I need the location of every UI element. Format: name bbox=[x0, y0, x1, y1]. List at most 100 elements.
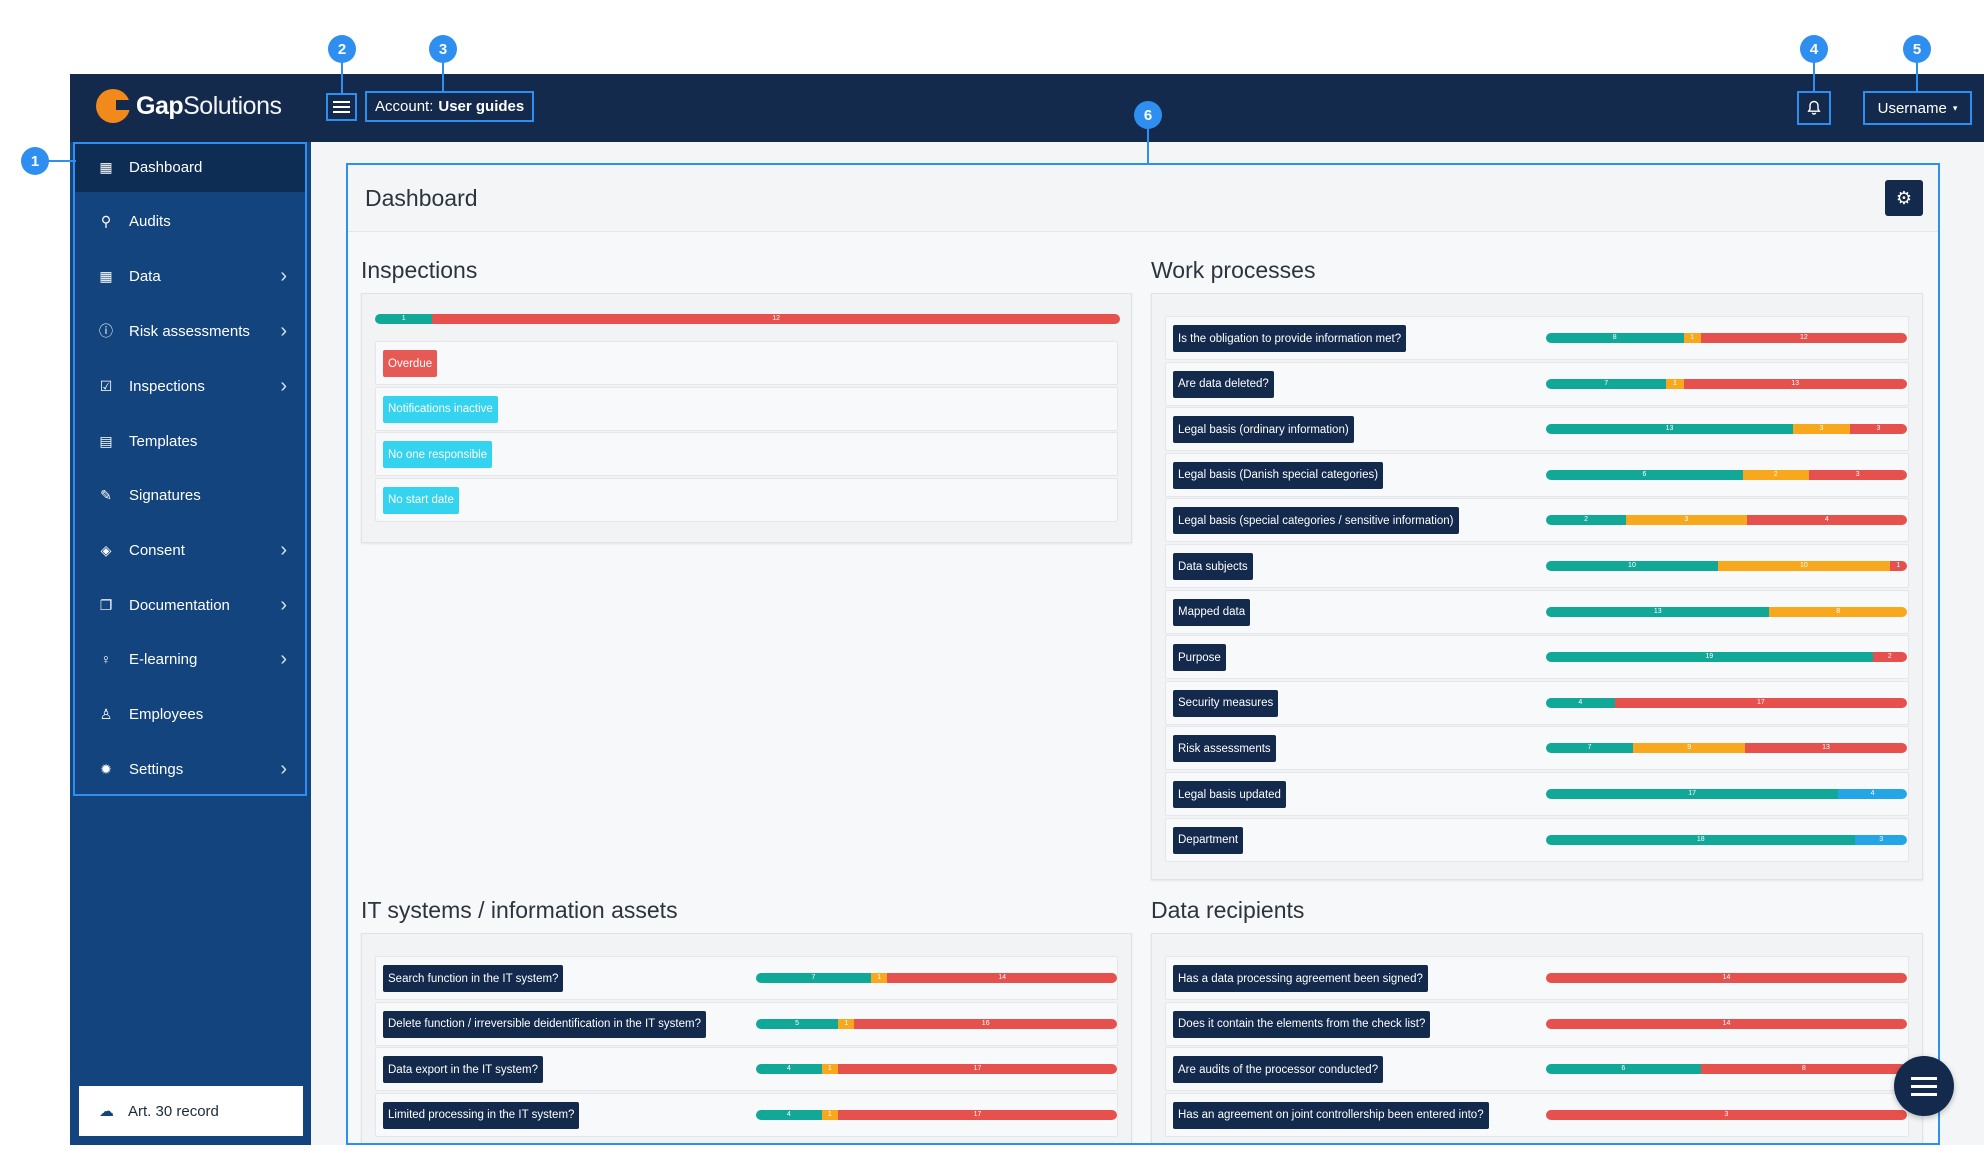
bar-segment[interactable]: 1 bbox=[821, 1109, 839, 1120]
bar-segment[interactable]: 12 bbox=[432, 314, 1120, 324]
status-badge[interactable]: No one responsible bbox=[383, 441, 493, 468]
question-label[interactable]: Department bbox=[1173, 826, 1244, 854]
art30-record-button[interactable]: ☁ Art. 30 record bbox=[79, 1086, 303, 1136]
bar-segment[interactable]: 7 bbox=[756, 973, 871, 983]
bar-segment[interactable]: 1 bbox=[870, 973, 888, 983]
question-label[interactable]: Limited processing in the IT system? bbox=[383, 1101, 580, 1129]
sidebar-item-e-learning[interactable]: ♀ E-learning › bbox=[75, 634, 305, 684]
user-menu[interactable]: Username ▾ bbox=[1863, 91, 1972, 125]
sidebar-item-inspections[interactable]: ☑ Inspections › bbox=[75, 361, 305, 411]
bar-segment[interactable]: 1 bbox=[838, 1018, 855, 1029]
question-label[interactable]: Search function in the IT system? bbox=[383, 965, 564, 992]
bar-segment[interactable]: 1 bbox=[1683, 333, 1701, 343]
sidebar-item-templates[interactable]: ▤ Templates bbox=[75, 416, 305, 466]
question-label[interactable]: Are data deleted? bbox=[1173, 370, 1274, 398]
account-selector[interactable]: Account: User guides bbox=[365, 91, 535, 122]
bar-segment[interactable]: 10 bbox=[1546, 561, 1718, 571]
bar-segment[interactable]: 17 bbox=[838, 1064, 1117, 1075]
bar-segment[interactable]: 12 bbox=[1700, 333, 1907, 343]
bar-segment[interactable]: 4 bbox=[756, 1109, 822, 1120]
callout-5: 5 bbox=[1903, 35, 1931, 63]
bar-segment[interactable]: 2 bbox=[1742, 469, 1809, 480]
bar-segment[interactable]: 17 bbox=[1614, 697, 1907, 708]
status-badge[interactable]: No start date bbox=[383, 486, 459, 514]
stacked-bar: 7 1 14 bbox=[756, 973, 1117, 983]
floating-menu-button[interactable] bbox=[1894, 1056, 1954, 1116]
logo[interactable]: GapSolutions bbox=[96, 89, 282, 123]
bar-segment[interactable]: 1 bbox=[821, 1064, 839, 1075]
notifications-button[interactable] bbox=[1797, 91, 1831, 125]
bar-segment[interactable]: 13 bbox=[1546, 424, 1793, 435]
bar-segment[interactable]: 14 bbox=[887, 973, 1117, 983]
question-label[interactable]: Mapped data bbox=[1173, 598, 1251, 626]
bar-segment[interactable]: 6 bbox=[1546, 469, 1743, 480]
sidebar-item-data[interactable]: ▦ Data › bbox=[75, 251, 305, 301]
question-label[interactable]: Data subjects bbox=[1173, 553, 1253, 580]
question-label[interactable]: Legal basis updated bbox=[1173, 781, 1286, 808]
sidebar-item-risk-assessments[interactable]: ⓘ Risk assessments › bbox=[75, 306, 305, 356]
bar-segment[interactable]: 1 bbox=[375, 314, 433, 324]
bar-segment[interactable]: 2 bbox=[1546, 515, 1627, 526]
bar-segment[interactable]: 4 bbox=[756, 1064, 822, 1075]
question-label[interactable]: Legal basis (Danish special categories) bbox=[1173, 461, 1384, 489]
question-label[interactable]: Legal basis (special categories / sensit… bbox=[1173, 507, 1459, 535]
bar-segment[interactable]: 3 bbox=[1626, 515, 1747, 526]
sidebar-item-signatures[interactable]: ✎ Signatures bbox=[75, 470, 305, 520]
status-badge[interactable]: Overdue bbox=[383, 350, 438, 377]
bar-segment[interactable]: 4 bbox=[1746, 515, 1907, 526]
question-label[interactable]: Purpose bbox=[1173, 644, 1226, 672]
hamburger-menu-button[interactable] bbox=[326, 93, 357, 121]
bar-segment[interactable]: 2 bbox=[1872, 652, 1907, 663]
bar-segment[interactable]: 3 bbox=[1850, 424, 1907, 435]
question-label[interactable]: Has a data processing agreement been sig… bbox=[1173, 965, 1428, 992]
bar-segment[interactable]: 3 bbox=[1793, 424, 1850, 435]
bar-segment[interactable]: 3 bbox=[1808, 469, 1907, 480]
dashboard-settings-button[interactable]: ⚙ bbox=[1885, 180, 1923, 216]
question-label[interactable]: Delete function / irreversible deidentif… bbox=[383, 1010, 706, 1038]
question-label[interactable]: Has an agreement on joint controllership… bbox=[1173, 1101, 1489, 1129]
bar-segment[interactable]: 17 bbox=[1546, 789, 1839, 799]
sidebar-item-documentation[interactable]: ❐ Documentation › bbox=[75, 580, 305, 630]
bar-segment[interactable]: 1 bbox=[1889, 561, 1907, 571]
bar-segment[interactable]: 3 bbox=[1546, 1109, 1907, 1120]
question-label[interactable]: Does it contain the elements from the ch… bbox=[1173, 1010, 1431, 1038]
sidebar-item-consent[interactable]: ◈ Consent › bbox=[75, 525, 305, 575]
question-label[interactable]: Security measures bbox=[1173, 689, 1279, 717]
sidebar-item-settings[interactable]: ✹ Settings › bbox=[75, 744, 305, 794]
bar-segment[interactable]: 8 bbox=[1700, 1064, 1907, 1075]
bar-segment[interactable]: 14 bbox=[1546, 1018, 1907, 1029]
question-label[interactable]: Is the obligation to provide information… bbox=[1173, 325, 1407, 352]
bar-segment[interactable]: 5 bbox=[756, 1018, 839, 1029]
stacked-bar: 4 17 bbox=[1546, 697, 1907, 708]
bar-segment[interactable]: 6 bbox=[1546, 1064, 1701, 1075]
bar-segment[interactable]: 13 bbox=[1683, 378, 1907, 389]
bar-segment[interactable]: 8 bbox=[1769, 606, 1907, 617]
bar-segment[interactable]: 16 bbox=[854, 1018, 1117, 1029]
status-badge[interactable]: Notifications inactive bbox=[383, 395, 498, 423]
question-label[interactable]: Legal basis (ordinary information) bbox=[1173, 416, 1354, 444]
bar-segment[interactable]: 13 bbox=[1745, 743, 1907, 754]
bar-segment[interactable]: 18 bbox=[1546, 834, 1856, 845]
question-label[interactable]: Data export in the IT system? bbox=[383, 1056, 543, 1084]
bar-segment[interactable]: 7 bbox=[1546, 743, 1634, 754]
bar-segment[interactable]: 10 bbox=[1717, 561, 1890, 571]
bar-segment[interactable]: 9 bbox=[1633, 743, 1746, 754]
bar-segment[interactable]: 7 bbox=[1546, 378, 1667, 389]
bar-segment[interactable]: 4 bbox=[1546, 697, 1615, 708]
bar-segment[interactable]: 8 bbox=[1546, 333, 1684, 343]
sidebar-item-audits[interactable]: ⚲ Audits bbox=[75, 196, 305, 246]
bar-segment[interactable]: 13 bbox=[1546, 606, 1770, 617]
question-label[interactable]: Risk assessments bbox=[1173, 735, 1276, 763]
question-label[interactable]: Are audits of the processor conducted? bbox=[1173, 1056, 1384, 1084]
logo-mark-icon bbox=[96, 89, 132, 123]
bar-segment[interactable]: 4 bbox=[1838, 789, 1907, 799]
table-row: Search function in the IT system? 7 1 14 bbox=[375, 956, 1118, 1000]
bar-segment[interactable]: 14 bbox=[1546, 973, 1907, 983]
bar-segment[interactable]: 1 bbox=[1666, 378, 1684, 389]
bar-segment[interactable]: 19 bbox=[1546, 652, 1873, 663]
sidebar-item-dashboard[interactable]: ▦ Dashboard bbox=[75, 142, 305, 192]
bar-segment[interactable]: 17 bbox=[838, 1109, 1117, 1120]
sidebar-item-employees[interactable]: ♙ Employees bbox=[75, 689, 305, 739]
bar-segment[interactable]: 3 bbox=[1855, 834, 1907, 845]
sidebar-item-label: Templates bbox=[129, 432, 198, 450]
